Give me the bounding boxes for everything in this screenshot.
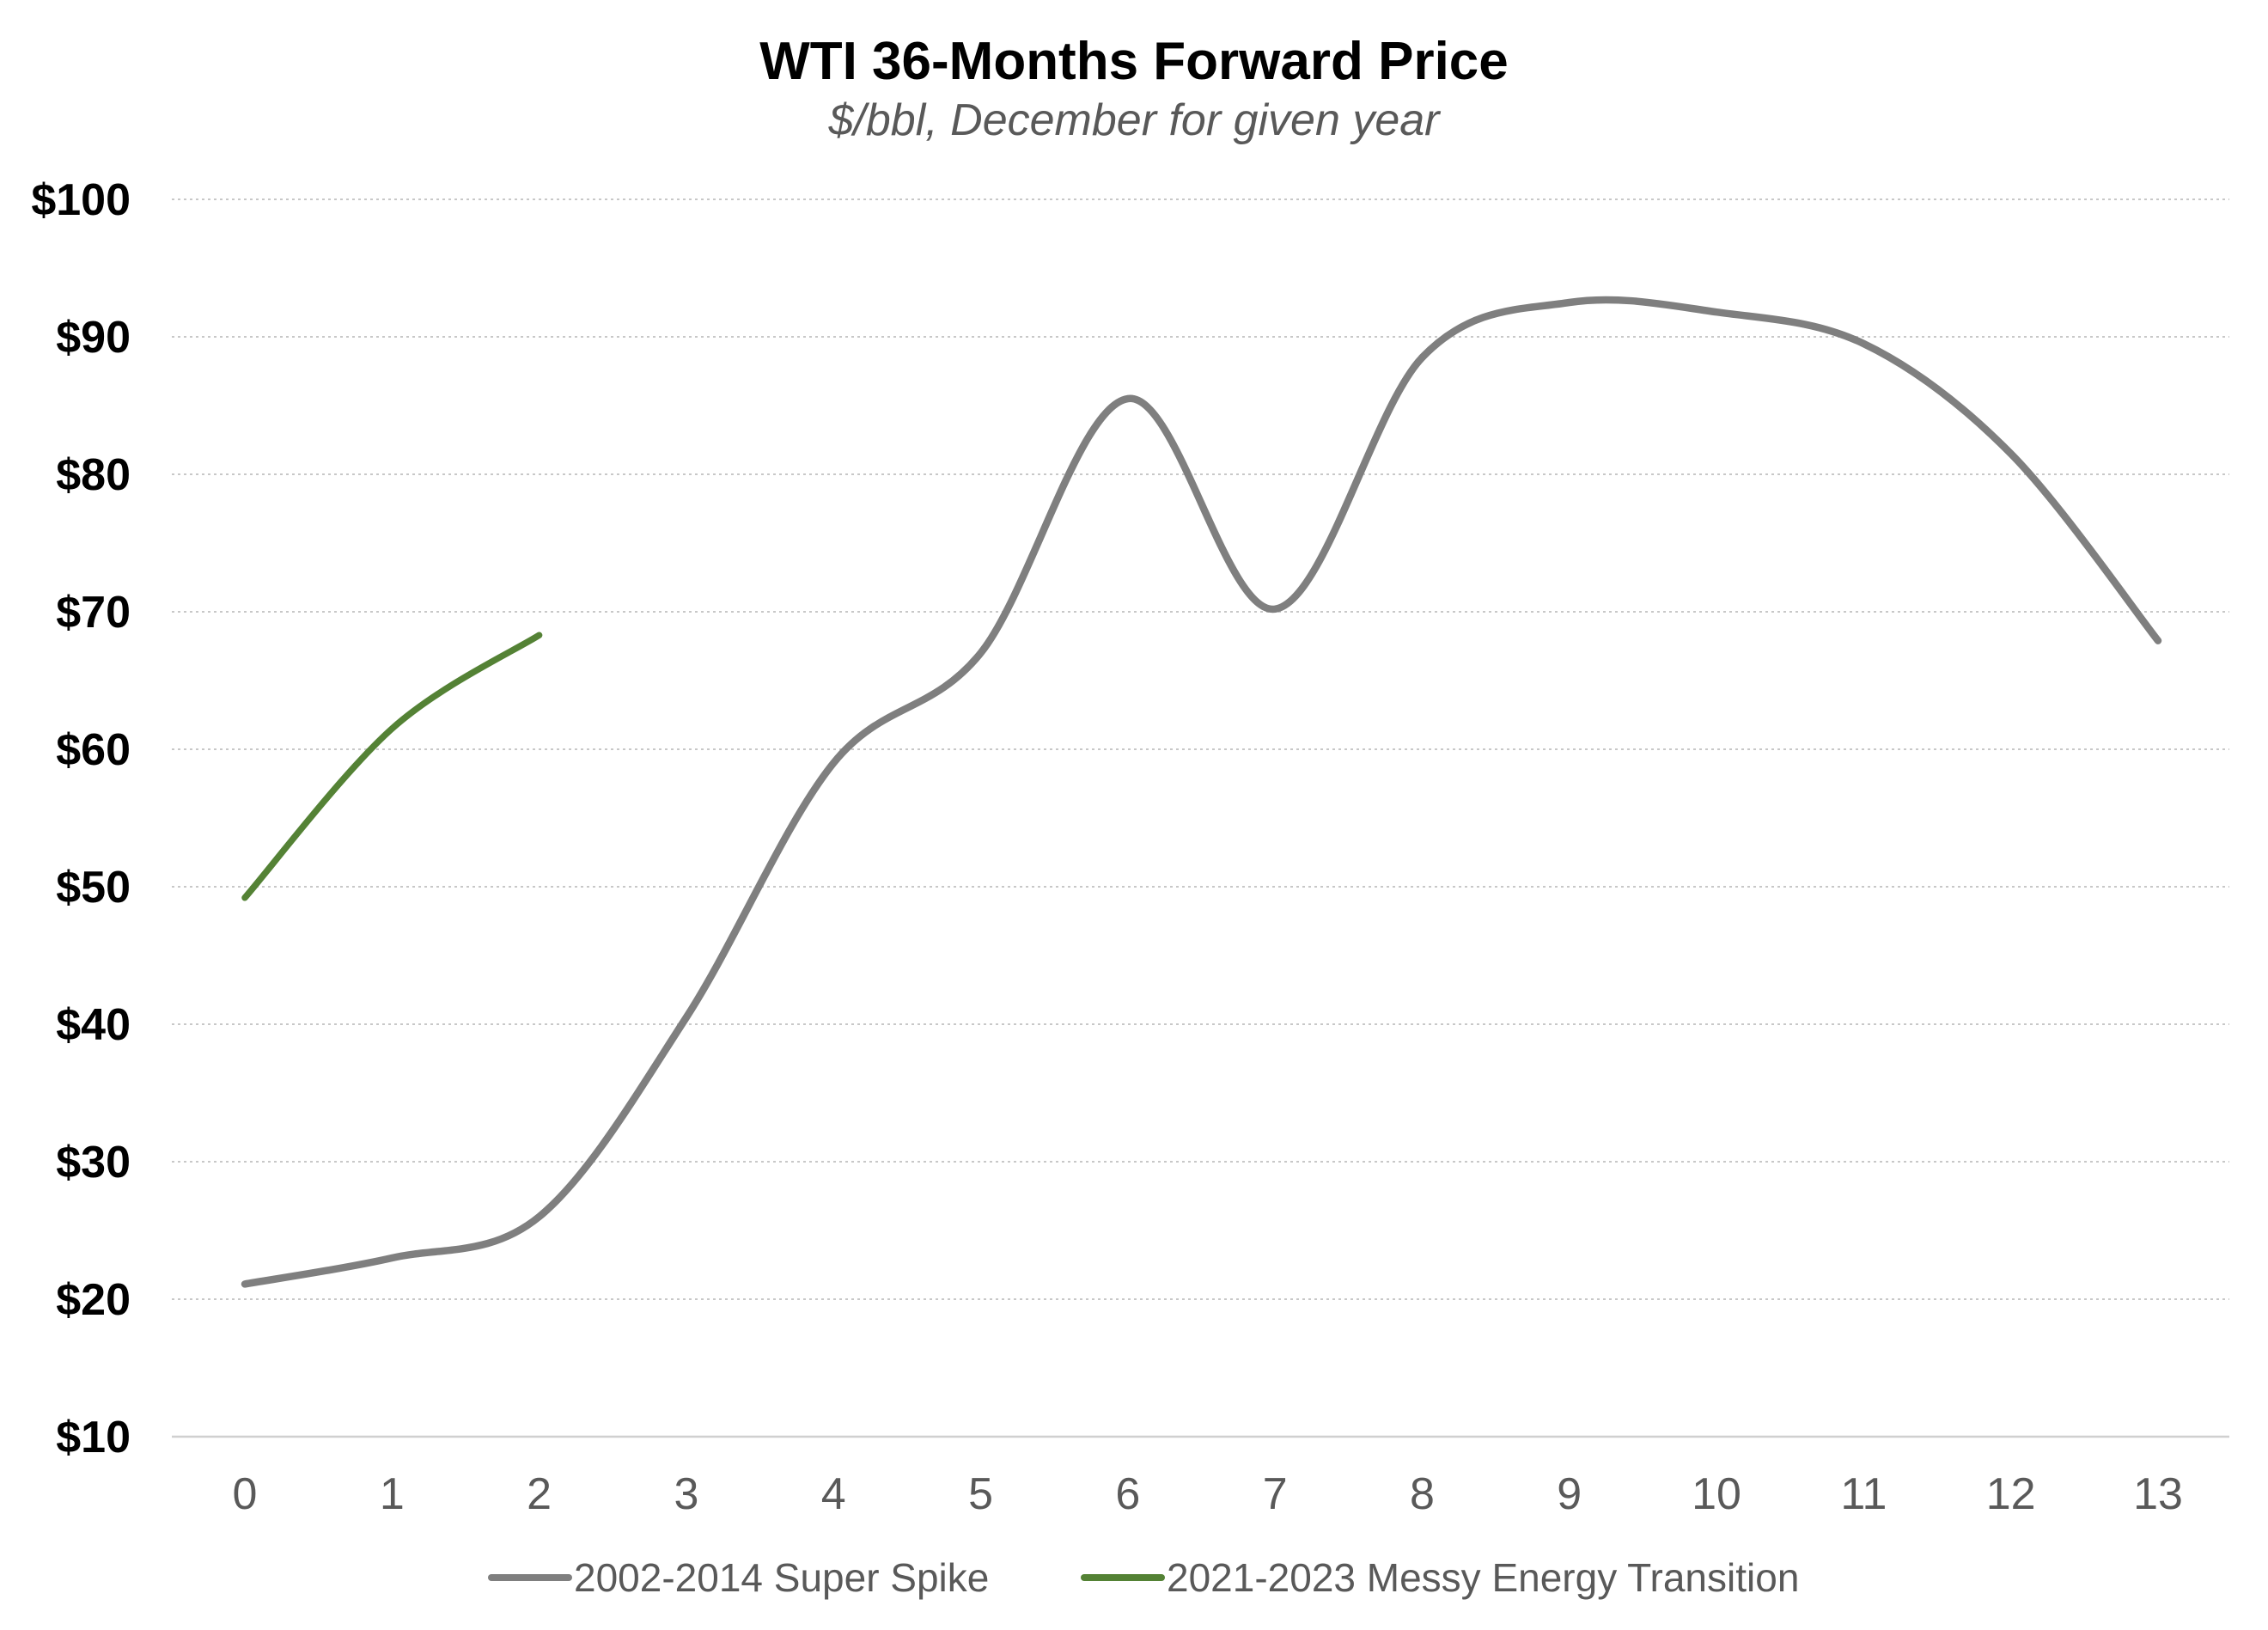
x-tick-label: 13 xyxy=(2133,1469,2183,1519)
series-line-2 xyxy=(241,632,543,901)
chart-subtitle: $/bbl, December for given year xyxy=(827,95,1442,145)
legend-label: 2021-2023 Messy Energy Transition xyxy=(1167,1555,1799,1600)
x-tick-label: 11 xyxy=(1840,1469,1887,1519)
y-tick-label: $20 xyxy=(56,1275,131,1325)
y-tick-label: $90 xyxy=(56,313,131,363)
x-tick-label: 2 xyxy=(527,1469,552,1519)
y-tick-label: $40 xyxy=(56,1000,131,1050)
x-tick-label: 4 xyxy=(821,1469,846,1519)
x-tick-label: 1 xyxy=(380,1469,405,1519)
x-tick-label: 6 xyxy=(1115,1469,1140,1519)
series-lines xyxy=(241,296,2162,1288)
x-tick-label: 3 xyxy=(674,1469,698,1519)
x-tick-label: 0 xyxy=(233,1469,258,1519)
x-tick-label: 5 xyxy=(968,1469,993,1519)
y-tick-label: $80 xyxy=(56,450,131,500)
x-tick-label: 8 xyxy=(1410,1469,1435,1519)
y-tick-label: $30 xyxy=(56,1138,131,1187)
y-tick-label: $60 xyxy=(56,725,131,775)
legend-label: 2002-2014 Super Spike xyxy=(574,1555,989,1600)
x-tick-label: 10 xyxy=(1692,1469,1741,1519)
y-tick-label: $50 xyxy=(56,863,131,913)
x-tick-label: 12 xyxy=(1986,1469,2036,1519)
x-tick-label: 9 xyxy=(1557,1469,1582,1519)
legend: 2002-2014 Super Spike 2021-2023 Messy Ene… xyxy=(488,1555,1799,1600)
gridlines xyxy=(172,198,2229,1438)
y-tick-label: $70 xyxy=(56,588,131,638)
series-line-1 xyxy=(241,296,2162,1288)
chart-title: WTI 36-Months Forward Price xyxy=(759,32,1509,91)
x-tick-label: 7 xyxy=(1263,1469,1288,1519)
y-axis-ticks: $10 $20 $30 $40 $50 $60 $70 $80 $90 $100 xyxy=(31,175,131,1462)
x-axis-ticks: 0 1 2 3 4 5 6 7 8 9 10 11 12 13 xyxy=(233,1469,2183,1519)
y-tick-label: $10 xyxy=(56,1413,131,1462)
y-tick-label: $100 xyxy=(31,175,131,225)
